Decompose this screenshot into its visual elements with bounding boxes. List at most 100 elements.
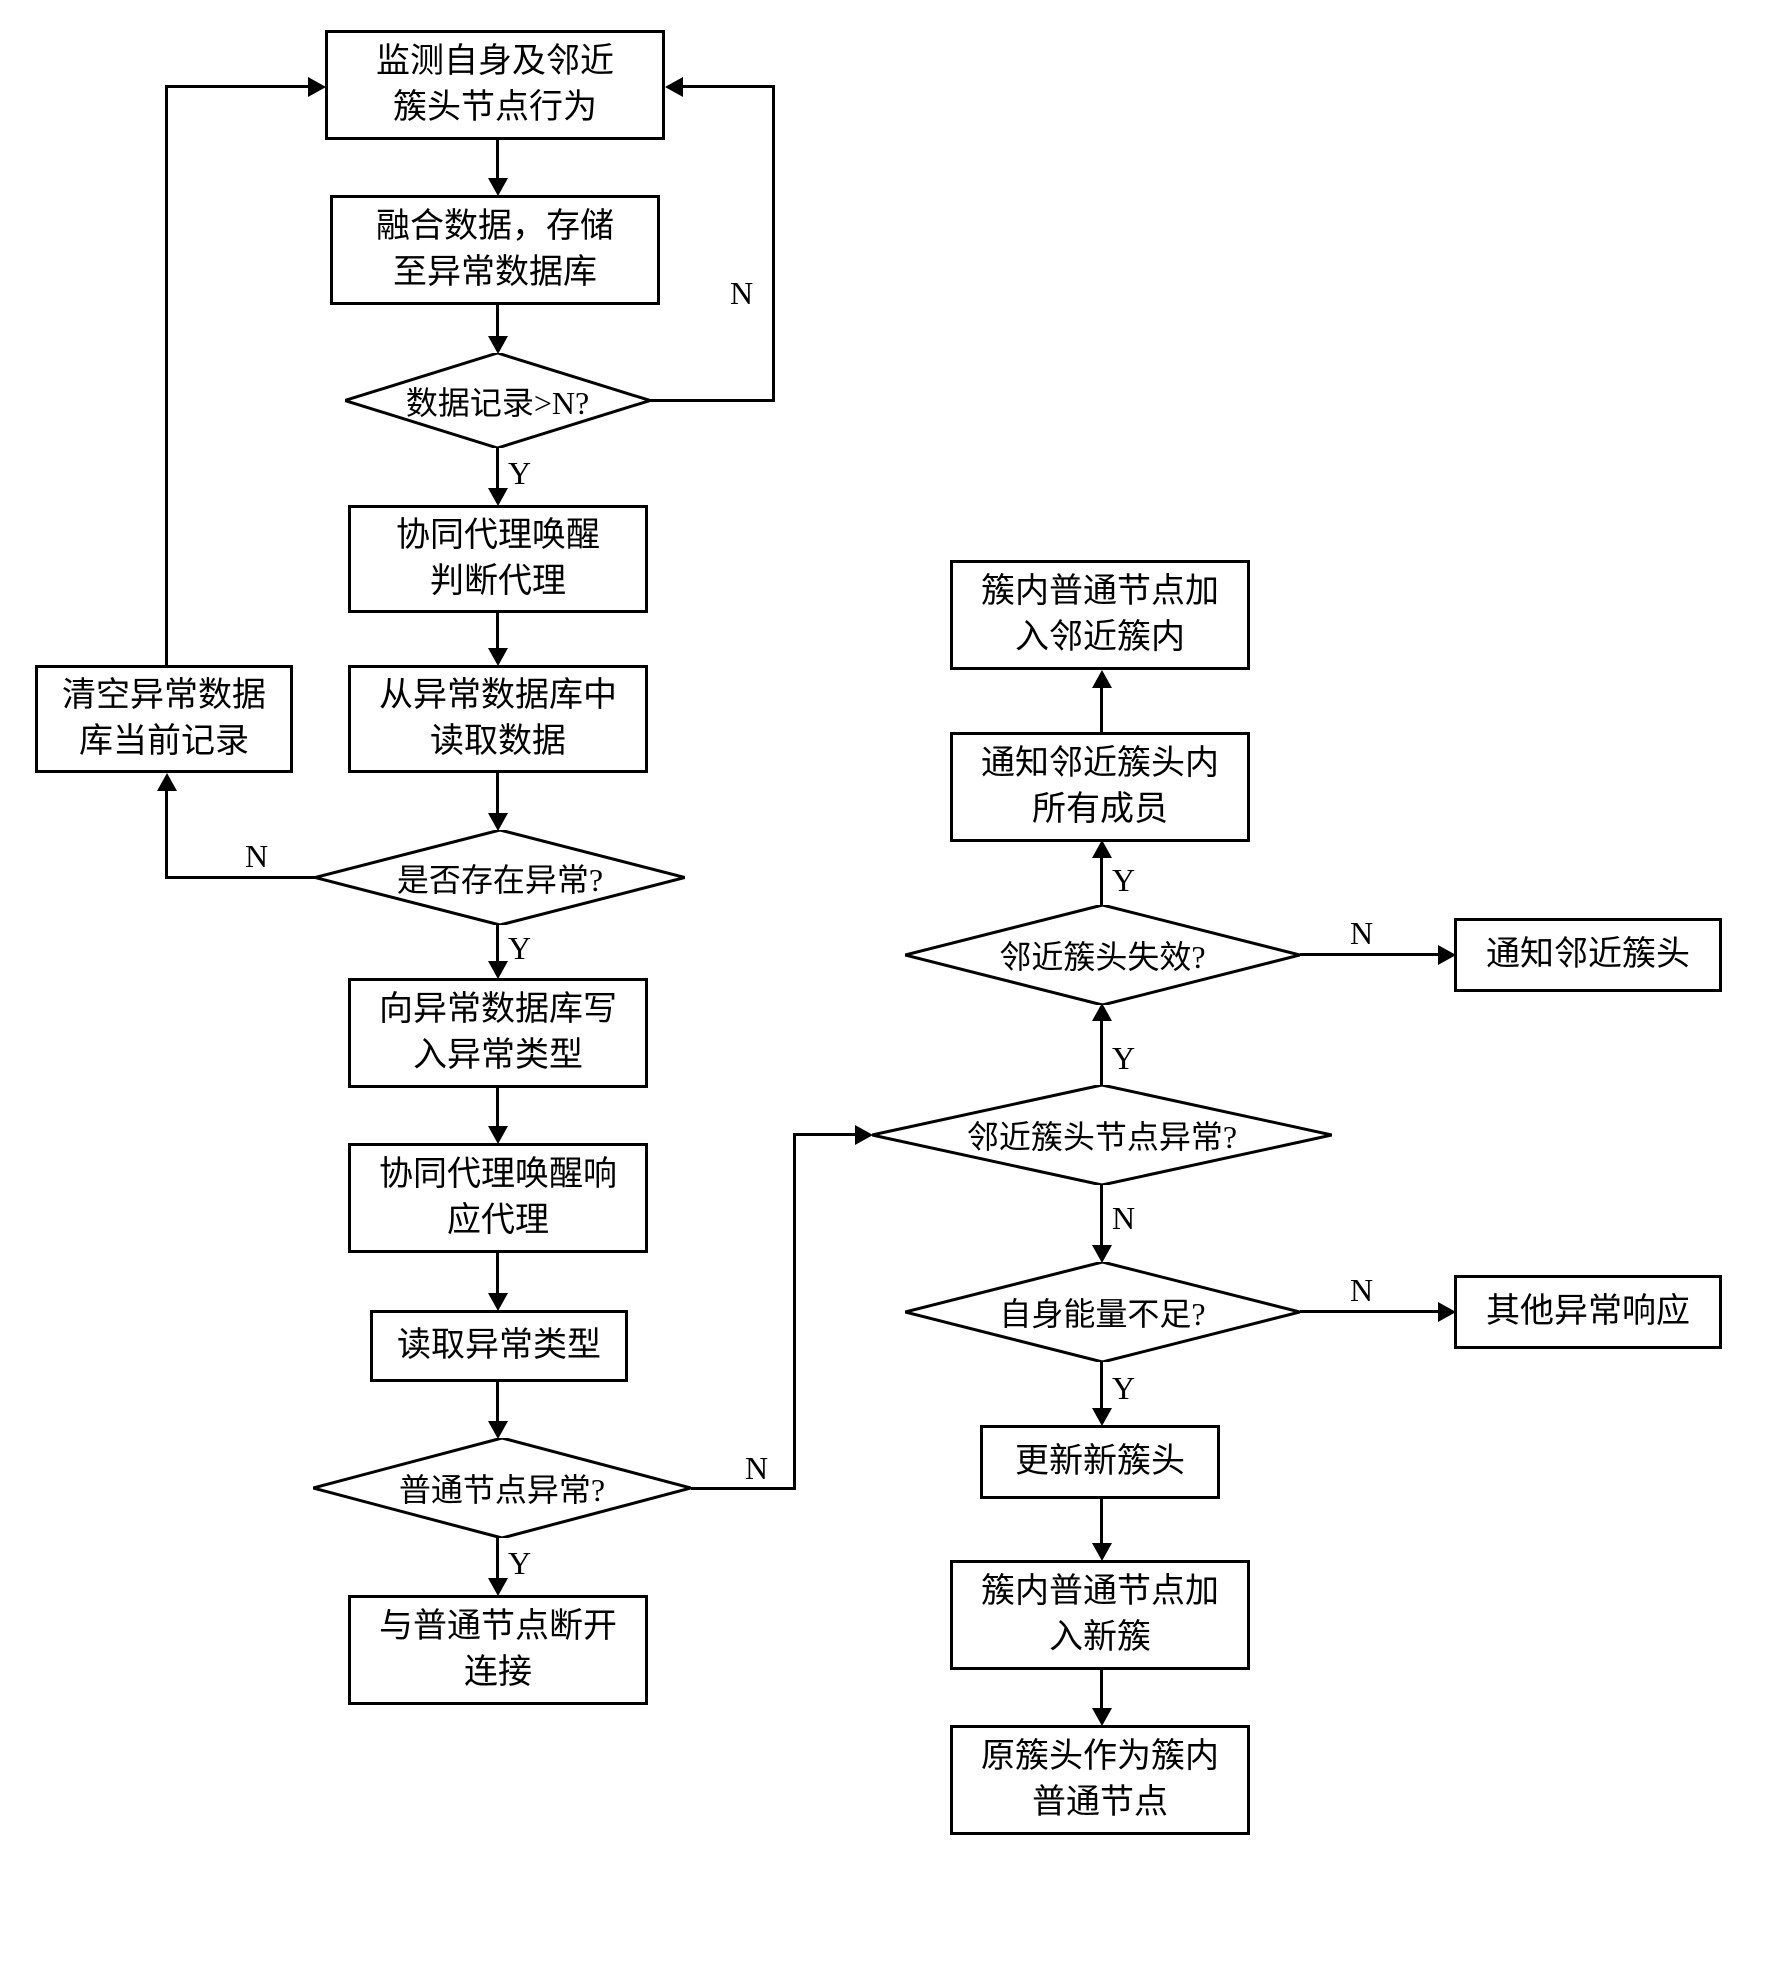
arrow-head-icon [488, 178, 508, 196]
node-join-adjacent: 簇内普通节点加入邻近簇内 [950, 560, 1250, 670]
edge-label-n: N [1350, 1272, 1373, 1309]
node-text: 监测自身及邻近簇头节点行为 [376, 39, 614, 131]
node-text: 原簇头作为簇内普通节点 [981, 1734, 1219, 1826]
edge-label-y: Y [508, 455, 531, 492]
edge [691, 1487, 796, 1490]
arrow-head-icon [157, 773, 177, 791]
edge [793, 1135, 796, 1490]
edge-label-y: Y [1112, 862, 1135, 899]
edge [165, 788, 168, 879]
edge [496, 925, 499, 963]
edge-label-y: Y [1112, 1370, 1135, 1407]
edge [793, 1133, 857, 1136]
node-update-head: 更新新簇头 [980, 1425, 1220, 1499]
edge-label-n: N [730, 275, 753, 312]
edge [1100, 685, 1103, 732]
edge [680, 85, 772, 88]
edge-label-n: N [1112, 1200, 1135, 1237]
arrow-head-icon [1092, 840, 1112, 858]
edge [496, 1088, 499, 1128]
edge [1100, 1499, 1103, 1545]
node-text: 协同代理唤醒响应代理 [379, 1152, 617, 1244]
node-text: 与普通节点断开连接 [379, 1604, 617, 1696]
edge [1100, 1362, 1103, 1410]
diamond-text: 邻近簇头节点异常? [967, 1112, 1237, 1158]
arrow-head-icon [488, 1293, 508, 1311]
diamond-records-gt-n: 数据记录>N? [345, 353, 650, 448]
edge [1100, 1185, 1103, 1247]
node-old-head: 原簇头作为簇内普通节点 [950, 1725, 1250, 1835]
node-text: 从异常数据库中读取数据 [379, 673, 617, 765]
node-join-new: 簇内普通节点加入新簇 [950, 1560, 1250, 1670]
arrow-head-icon [665, 77, 683, 97]
node-write-type: 向异常数据库写入异常类型 [348, 978, 648, 1088]
edge [496, 773, 499, 815]
edge [496, 1253, 499, 1295]
diamond-text: 邻近簇头失效? [999, 932, 1205, 978]
edge [496, 1382, 499, 1423]
diamond-text: 是否存在异常? [397, 855, 603, 901]
arrow-head-icon [308, 77, 326, 97]
edge [496, 140, 499, 180]
node-text: 清空异常数据库当前记录 [62, 673, 266, 765]
arrow-head-icon [488, 1578, 508, 1596]
edge [165, 85, 310, 88]
edge [496, 448, 499, 490]
edge [1300, 953, 1440, 956]
edge [1100, 855, 1103, 905]
node-notify-members: 通知邻近簇头内所有成员 [950, 732, 1250, 842]
edge-label-n: N [745, 1450, 768, 1487]
node-notify-adjacent: 通知邻近簇头 [1454, 918, 1722, 992]
edge [165, 876, 317, 879]
arrow-head-icon [488, 1126, 508, 1144]
arrow-head-icon [1438, 945, 1456, 965]
node-disconnect: 与普通节点断开连接 [348, 1595, 648, 1705]
arrow-head-icon [488, 1421, 508, 1439]
node-text: 通知邻近簇头内所有成员 [981, 741, 1219, 833]
diamond-normal-node-anomaly: 普通节点异常? [313, 1438, 691, 1538]
arrow-head-icon [1438, 1302, 1456, 1322]
edge [496, 613, 499, 650]
diamond-adjacent-fail: 邻近簇头失效? [905, 905, 1300, 1005]
node-text: 融合数据，存储至异常数据库 [376, 204, 614, 296]
edge-label-y: Y [508, 1545, 531, 1582]
node-text: 向异常数据库写入异常类型 [379, 987, 617, 1079]
arrow-head-icon [1092, 1245, 1112, 1263]
node-wake-respond: 协同代理唤醒响应代理 [348, 1143, 648, 1253]
arrow-head-icon [488, 961, 508, 979]
arrow-head-icon [855, 1125, 873, 1145]
edge [496, 305, 499, 338]
node-text: 协同代理唤醒判断代理 [396, 513, 600, 605]
arrow-head-icon [488, 813, 508, 831]
arrow-head-icon [488, 648, 508, 666]
arrow-head-icon [1092, 670, 1112, 688]
diamond-low-energy: 自身能量不足? [905, 1262, 1300, 1362]
diamond-text: 普通节点异常? [399, 1465, 605, 1511]
diamond-has-anomaly: 是否存在异常? [315, 830, 685, 925]
edge [496, 1538, 499, 1580]
node-text: 通知邻近簇头 [1486, 932, 1690, 978]
edge-label-y: Y [1112, 1040, 1135, 1077]
node-other-response: 其他异常响应 [1454, 1275, 1722, 1349]
edge [772, 85, 775, 402]
node-text: 簇内普通节点加入邻近簇内 [981, 569, 1219, 661]
node-text: 更新新簇头 [1015, 1439, 1185, 1485]
node-monitor: 监测自身及邻近簇头节点行为 [325, 30, 665, 140]
arrow-head-icon [1092, 1003, 1112, 1021]
node-text: 簇内普通节点加入新簇 [981, 1569, 1219, 1661]
arrow-head-icon [488, 488, 508, 506]
node-text: 其他异常响应 [1486, 1289, 1690, 1335]
diamond-text: 自身能量不足? [999, 1289, 1205, 1335]
arrow-head-icon [1092, 1408, 1112, 1426]
edge [1300, 1310, 1440, 1313]
arrow-head-icon [1092, 1543, 1112, 1561]
edge [165, 85, 168, 665]
node-merge-store: 融合数据，存储至异常数据库 [330, 195, 660, 305]
node-clear-db: 清空异常数据库当前记录 [35, 665, 293, 773]
arrow-head-icon [1092, 1708, 1112, 1726]
edge-label-n: N [245, 838, 268, 875]
node-read-db: 从异常数据库中读取数据 [348, 665, 648, 773]
diamond-text: 数据记录>N? [406, 378, 589, 424]
diamond-adjacent-anomaly: 邻近簇头节点异常? [872, 1085, 1332, 1185]
arrow-head-icon [488, 336, 508, 354]
